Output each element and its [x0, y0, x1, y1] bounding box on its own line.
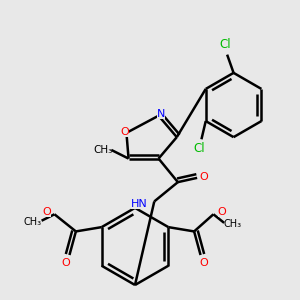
Text: O: O: [218, 207, 226, 217]
Text: O: O: [120, 127, 129, 137]
Text: Cl: Cl: [194, 142, 205, 155]
Text: Cl: Cl: [219, 38, 231, 52]
Text: O: O: [199, 172, 208, 182]
Text: O: O: [200, 257, 208, 268]
Text: O: O: [62, 257, 70, 268]
Text: CH₃: CH₃: [24, 217, 42, 227]
Text: N: N: [157, 109, 165, 118]
Text: CH₃: CH₃: [224, 219, 242, 229]
Text: HN: HN: [131, 199, 148, 208]
Text: CH₃: CH₃: [93, 145, 112, 155]
Text: O: O: [43, 207, 51, 217]
